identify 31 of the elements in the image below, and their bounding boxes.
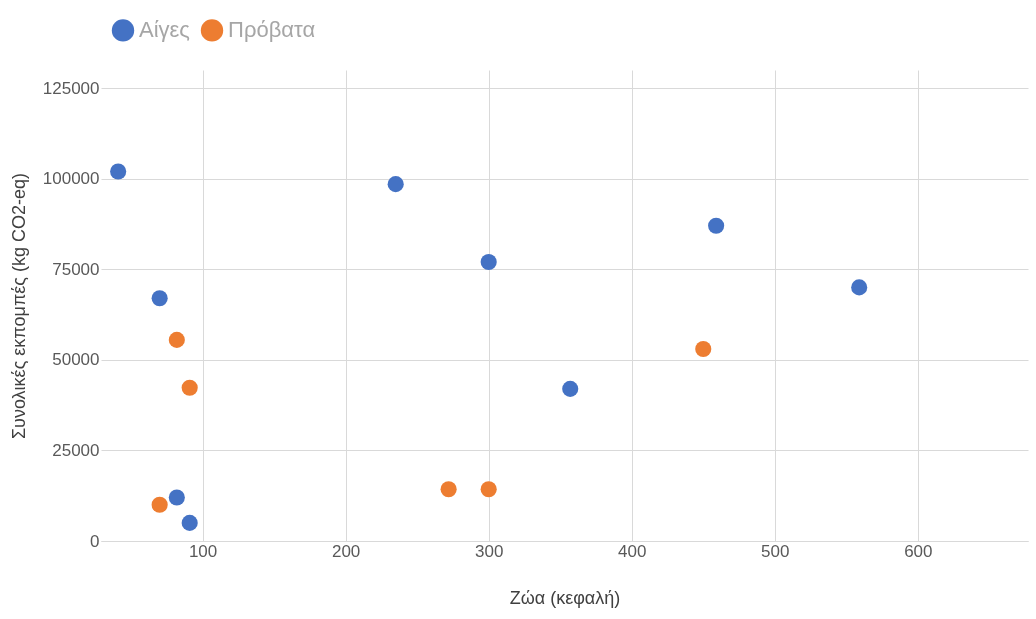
legend-label: Αίγες — [139, 17, 190, 43]
x-tick-label: 500 — [761, 541, 790, 561]
point — [181, 379, 198, 396]
y-tick-label: 50000 — [52, 350, 100, 370]
point — [151, 496, 168, 513]
y-tick-label: 100000 — [42, 169, 100, 189]
point — [480, 253, 497, 271]
x-tick-label: 200 — [331, 541, 361, 561]
point — [708, 217, 725, 234]
x-tick-label: 600 — [904, 541, 933, 561]
point — [151, 290, 168, 307]
x-tick-label: 300 — [474, 541, 504, 561]
point — [695, 340, 712, 358]
point — [168, 331, 185, 348]
point — [851, 279, 868, 296]
point — [110, 163, 127, 180]
legend-label: Πρόβατα — [228, 17, 316, 43]
y-tick-label: 0 — [90, 531, 100, 551]
point — [562, 380, 579, 397]
point — [480, 481, 497, 498]
x-axis-title: Ζώα (κεφαλή) — [509, 587, 621, 608]
x-tick-label: 100 — [188, 541, 218, 561]
point — [168, 489, 185, 506]
point — [387, 176, 404, 193]
point — [181, 514, 198, 531]
y-tick-label: 75000 — [52, 259, 100, 279]
point — [440, 481, 457, 498]
x-tick-label: 400 — [618, 541, 647, 561]
y-tick-label: 125000 — [42, 78, 100, 98]
y-tick-label: 25000 — [52, 440, 100, 460]
y-axis-title: Συνολικές εκπομπές (kg CO2-eq) — [8, 172, 29, 440]
